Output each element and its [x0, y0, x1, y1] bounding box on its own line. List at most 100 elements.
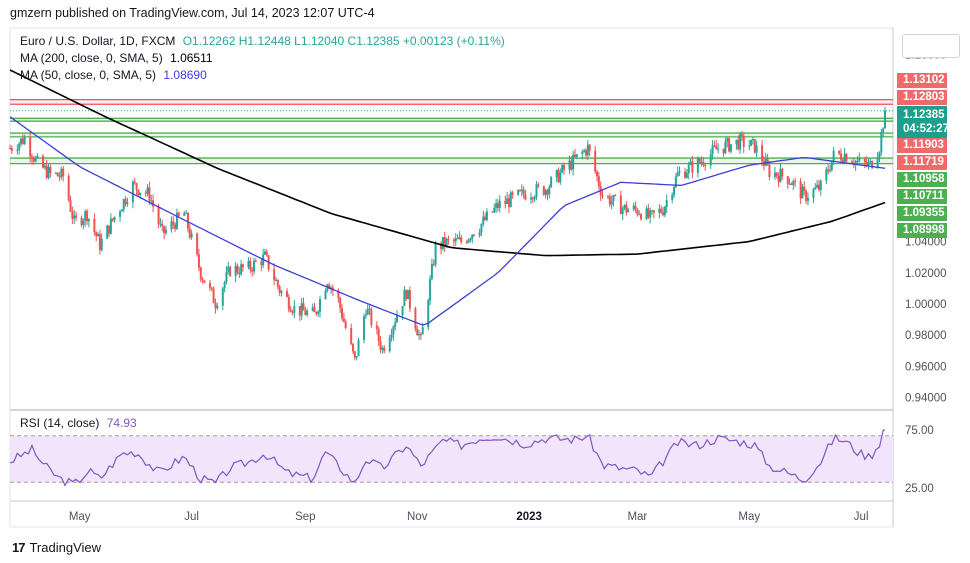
price-tick-label: 1.02000 — [905, 268, 947, 280]
candle-body — [498, 200, 501, 208]
candle-body — [120, 209, 123, 212]
candle-body — [524, 194, 527, 200]
candle-body — [311, 307, 314, 311]
candle-body — [375, 325, 378, 329]
candle-body — [819, 180, 822, 190]
ma50-label: MA (50, close, 0, SMA, 5) — [20, 68, 157, 82]
candle-body — [109, 218, 112, 234]
bar-countdown: 04:52:27 — [903, 123, 950, 135]
candle-body — [315, 312, 318, 314]
candle-body — [401, 306, 404, 316]
candle-body — [302, 303, 305, 311]
tradingview-brand[interactable]: 17 TradingView — [12, 540, 101, 555]
candle-body — [768, 164, 771, 177]
candle-body — [197, 254, 200, 268]
label-zone3-top: 1.09355 — [897, 206, 947, 221]
candle-body — [352, 343, 355, 352]
candle-body — [652, 210, 655, 213]
candle-body — [612, 195, 615, 202]
candle-body — [748, 145, 751, 147]
candle-body — [122, 199, 125, 210]
candle-body — [537, 184, 540, 187]
candle-body — [190, 233, 193, 238]
brand-name: TradingView — [29, 540, 102, 555]
candle-body — [460, 237, 463, 243]
rsi-value: 74.93 — [106, 416, 137, 430]
candle-body — [636, 209, 639, 215]
ma-line-50 — [9, 116, 886, 326]
candle-body — [408, 289, 411, 309]
candle-body — [880, 132, 883, 153]
candle-body — [638, 214, 641, 216]
candle-body — [651, 210, 654, 212]
candle-body — [236, 265, 239, 273]
candle-body — [157, 206, 160, 224]
candle-body — [394, 322, 397, 327]
candle-body — [247, 260, 250, 268]
candle-body — [47, 166, 50, 178]
candle-body — [164, 229, 167, 234]
candle-body — [700, 161, 703, 163]
candle-body — [306, 310, 309, 316]
candle-body — [148, 187, 151, 201]
candle-body — [146, 187, 149, 194]
legend-instrument: Euro / U.S. Dollar, 1D, FXCM O1.12262 H1… — [20, 34, 505, 48]
candle-body — [62, 168, 65, 177]
candle-body — [337, 290, 340, 299]
candle-body — [518, 190, 521, 192]
candle-body — [684, 171, 687, 178]
candle-body — [203, 280, 206, 283]
candle-body — [878, 152, 881, 158]
candles — [9, 106, 886, 361]
candle-body — [761, 145, 764, 162]
candle-body — [223, 282, 226, 289]
candle-body — [575, 154, 578, 158]
time-tick-label: Mar — [627, 511, 647, 523]
candle-body — [816, 184, 819, 188]
time-tick-label: Sep — [295, 511, 315, 523]
candle-body — [341, 308, 344, 319]
candle-body — [812, 189, 815, 198]
candle-body — [805, 190, 808, 201]
candle-body — [289, 309, 292, 312]
candle-body — [750, 139, 753, 146]
ma-line-200 — [9, 69, 886, 257]
candle-body — [485, 211, 488, 220]
candle-body — [828, 170, 831, 172]
candle-body — [93, 218, 96, 233]
candle-body — [647, 208, 650, 218]
price-tick-label: 0.96000 — [905, 361, 947, 373]
candle-body — [274, 279, 277, 281]
candle-body — [344, 321, 347, 328]
candle-body — [865, 162, 868, 166]
candle-body — [728, 138, 731, 152]
label-resist-bottom: 1.12803 — [897, 90, 947, 105]
candle-body — [737, 139, 740, 150]
candle-body — [799, 181, 802, 199]
candle-body — [614, 195, 617, 197]
candle-body — [238, 272, 241, 275]
candle-body — [23, 137, 26, 144]
candle-body — [507, 198, 510, 208]
candle-body — [18, 143, 21, 150]
tradingview-logo-icon: 17 — [12, 540, 26, 555]
candle-body — [691, 161, 694, 173]
current-price: 1.12385 — [903, 109, 945, 121]
publish-header: gmzern published on TradingView.com, Jul… — [10, 6, 375, 20]
candle-body — [838, 150, 841, 154]
candle-body — [713, 145, 716, 147]
candle-body — [339, 298, 342, 309]
candle-body — [535, 184, 538, 198]
candle-body — [403, 290, 406, 307]
scale-button[interactable] — [902, 34, 960, 58]
candle-body — [368, 308, 371, 310]
candle-body — [124, 199, 127, 205]
candle-body — [221, 288, 224, 306]
candle-body — [740, 134, 743, 136]
time-tick-label: May — [69, 511, 91, 523]
candle-body — [711, 145, 714, 155]
candle-body — [665, 200, 668, 207]
candle-body — [225, 271, 228, 283]
ohlc-values: O1.12262 H1.12448 L1.12040 C1.12385 +0.0… — [182, 34, 505, 48]
